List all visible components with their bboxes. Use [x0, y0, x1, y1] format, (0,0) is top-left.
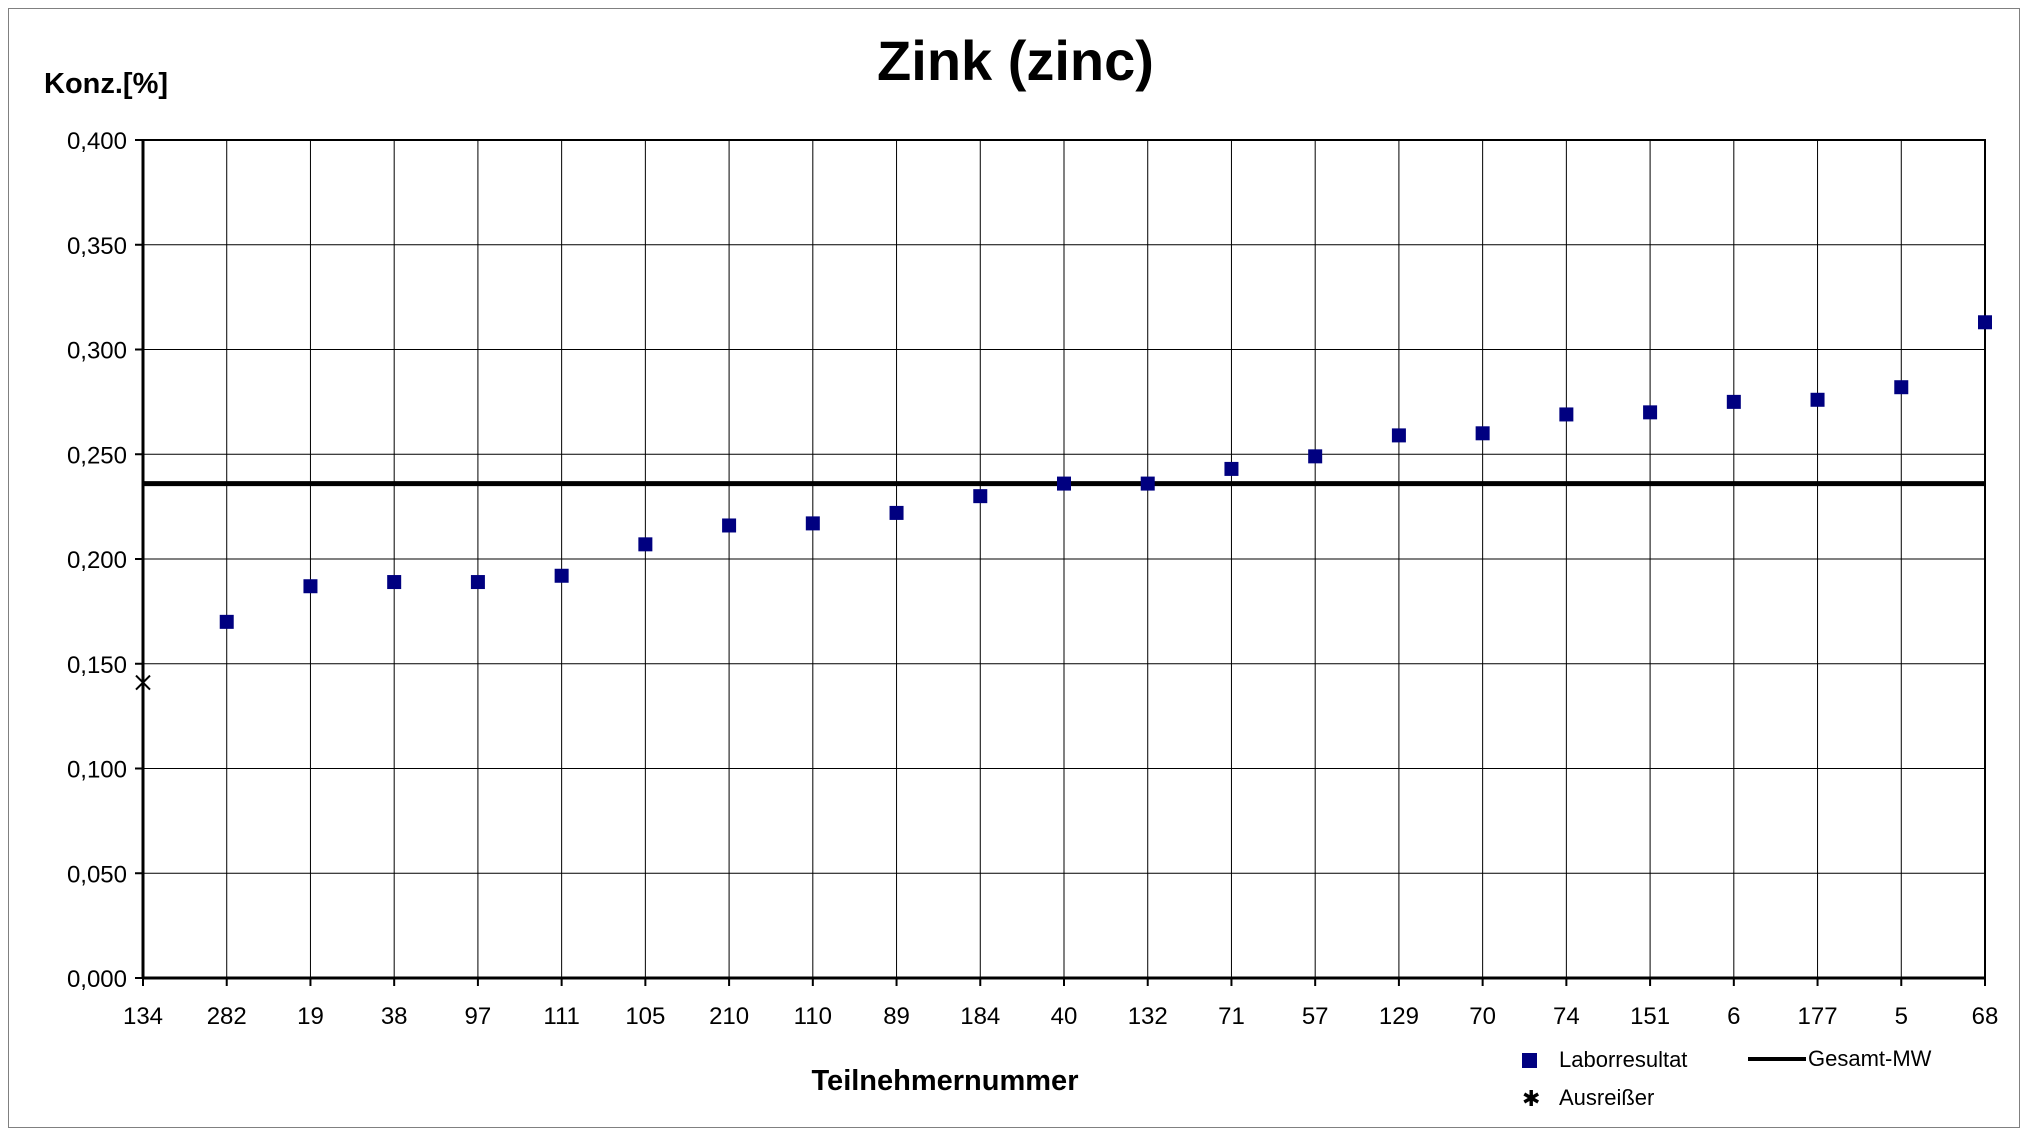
data-point	[805, 516, 820, 531]
x-tick-label: 177	[1798, 1003, 1838, 1030]
y-tick-label: 0,050	[67, 861, 127, 888]
x-tick-label: 105	[625, 1003, 665, 1030]
data-point	[554, 568, 569, 583]
y-tick-label: 0,150	[67, 652, 127, 679]
data-point	[387, 575, 402, 590]
data-point	[303, 579, 318, 594]
data-point	[638, 537, 653, 552]
x-tick-labels: 134 282 19 38 97 111 105 210 110 89 184 40 132 71 57 12…	[123, 1003, 1998, 1030]
data-point	[1726, 394, 1741, 409]
data-point	[1978, 315, 1992, 330]
x-tick-label: 40	[1051, 1003, 1078, 1030]
line-marker-icon	[1748, 1057, 1806, 1061]
x-tick-label: 19	[297, 1003, 324, 1030]
x-tick-label: 6	[1727, 1003, 1740, 1030]
x-tick-label: 134	[123, 1003, 163, 1030]
y-tick-label: 0,000	[67, 966, 127, 993]
x-tick-label: 129	[1379, 1003, 1419, 1030]
legend-label: Ausreißer	[1559, 1085, 1655, 1110]
x-tick-label: 5	[1895, 1003, 1908, 1030]
y-tick-label: 0,400	[67, 128, 127, 155]
x-tick-label: 70	[1469, 1003, 1496, 1030]
star-marker-icon: ✱	[1522, 1085, 1541, 1111]
data-point	[1559, 407, 1574, 422]
x-tick-label: 38	[381, 1003, 408, 1030]
x-tick-label: 97	[465, 1003, 492, 1030]
x-tick-label: 71	[1218, 1003, 1245, 1030]
data-point	[470, 575, 485, 590]
data-point	[1475, 426, 1490, 441]
data-point	[1140, 476, 1155, 491]
x-tick-label: 110	[794, 1003, 832, 1030]
data-point	[973, 489, 988, 504]
data-point	[1391, 428, 1406, 443]
data-point	[1643, 405, 1658, 420]
y-tick-label: 0,350	[67, 233, 127, 260]
square-marker-icon	[1522, 1052, 1537, 1068]
data-points	[135, 315, 1992, 691]
x-tick-label: 132	[1128, 1003, 1168, 1030]
y-tick-label: 0,100	[67, 757, 127, 784]
legend-label: Gesamt-MW	[1808, 1046, 1932, 1071]
y-tick-label: 0,200	[67, 547, 127, 574]
data-point	[889, 505, 904, 520]
data-point	[1057, 476, 1071, 491]
y-tick-label: 0,300	[67, 338, 127, 365]
x-tick-label: 57	[1302, 1003, 1329, 1030]
x-tick-label: 74	[1553, 1003, 1580, 1030]
x-tick-label: 184	[960, 1003, 1000, 1030]
legend-item-ausreisser: ✱ Ausreißer	[1522, 1085, 1654, 1111]
axes	[135, 139, 1986, 986]
data-point	[219, 614, 234, 629]
legend-label: Laborresultat	[1559, 1047, 1688, 1072]
y-tick-label: 0,250	[67, 442, 127, 469]
legend-item-laborresultat: Laborresultat	[1522, 1047, 1687, 1073]
data-point	[1224, 461, 1239, 476]
y-tick-labels: 0,000 0,050 0,100 0,150 0,200 0,250 0,300 0,350…	[67, 128, 127, 993]
x-axis-title: Teilnehmernummer	[811, 1065, 1079, 1097]
grid-lines	[143, 139, 1986, 978]
chart-title: Zink (zinc)	[877, 29, 1154, 92]
y-axis-title: Konz.[%]	[44, 68, 169, 100]
outlier-point	[135, 674, 151, 691]
x-tick-label: 68	[1972, 1003, 1999, 1030]
x-tick-label: 282	[207, 1003, 247, 1030]
legend-item-gesamt-mw: Gesamt-MW	[1748, 1046, 1931, 1072]
data-point	[1810, 392, 1825, 407]
x-tick-label: 210	[709, 1003, 749, 1030]
data-point	[1308, 449, 1323, 464]
data-point	[722, 518, 737, 533]
x-tick-label: 111	[543, 1003, 579, 1030]
data-point	[1894, 380, 1909, 395]
x-tick-label: 89	[883, 1003, 910, 1030]
x-tick-label: 151	[1630, 1003, 1670, 1030]
